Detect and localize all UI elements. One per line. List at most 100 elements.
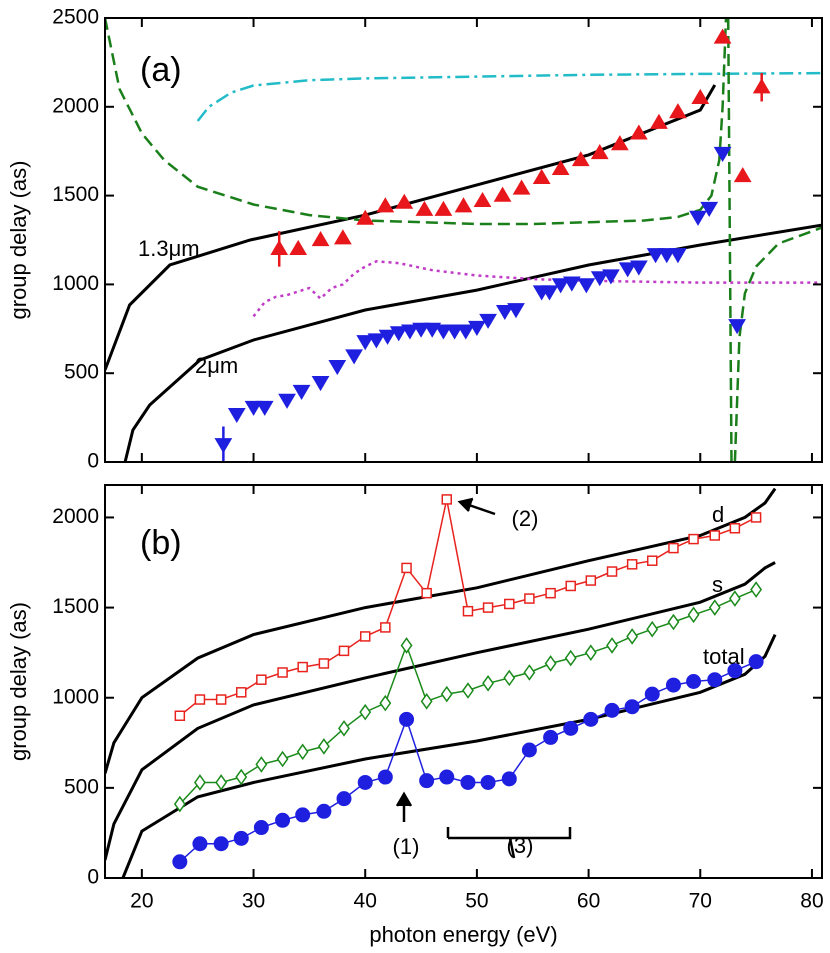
marker [604,702,620,718]
marker [606,637,618,654]
marker [700,201,719,218]
y-tick-label: 2000 [52,505,99,528]
marker [227,407,246,424]
marker [689,210,707,226]
marker [482,675,494,692]
y-tick-label: 1000 [52,272,99,295]
marker [376,197,395,213]
y-tick-label: 1000 [52,685,99,708]
marker [606,566,618,577]
x-tick-label: 80 [800,890,823,913]
marker [602,269,620,285]
marker [644,686,660,702]
marker [317,738,330,755]
panel-label: (b) [140,524,182,562]
x-tick-label: 20 [130,890,153,913]
marker [440,685,453,703]
marker [691,88,710,105]
marker [235,768,248,786]
marker [752,78,771,94]
curve-label: s [712,572,723,597]
marker [395,193,414,209]
marker [610,135,629,151]
marker [585,575,597,586]
marker [174,710,186,722]
marker [292,384,311,400]
marker [626,559,638,570]
marker [551,159,570,176]
marker [367,333,386,349]
marker [434,324,453,340]
x-tick-label: 50 [465,890,488,913]
arrow-head [395,791,413,807]
x-tick-label: 70 [689,890,712,913]
x-axis-label: photon energy (eV) [369,922,557,947]
y-tick-label: 0 [87,866,99,889]
marker [626,628,639,645]
marker [503,669,516,687]
marker [334,229,352,245]
marker [512,179,531,195]
marker [669,248,687,264]
marker [728,319,746,335]
marker [646,620,659,638]
marker [657,248,676,264]
marker [401,562,412,574]
marker [172,854,188,870]
marker [590,143,609,160]
marker [275,812,291,828]
marker [618,262,637,278]
marker [750,581,763,598]
marker [420,693,433,710]
marker [543,729,559,745]
marker [434,200,453,216]
marker [278,393,296,409]
marker [215,774,228,791]
marker [400,637,413,654]
y-tick-label: 1500 [52,183,99,206]
marker [311,231,330,247]
panel-label: (a) [140,51,182,89]
marker [624,699,640,715]
marker [460,774,476,790]
marker [456,324,475,340]
marker [311,375,330,392]
annotation: (1) [393,834,420,859]
marker [399,711,415,727]
marker [389,326,408,342]
marker [277,667,288,678]
y-tick-label: 1500 [52,595,99,618]
marker [650,113,668,129]
marker [584,644,597,661]
marker [733,167,752,183]
marker [412,322,430,338]
marker [669,103,687,119]
y-tick-label: 0 [87,450,99,473]
marker [445,324,464,340]
marker [629,124,648,140]
marker [750,512,762,523]
marker [289,239,308,255]
marker [357,774,373,790]
marker [213,836,229,852]
marker [296,743,309,761]
marker [356,209,375,225]
curve-label: 2μm [195,353,238,378]
marker [729,523,741,534]
marker [253,820,269,836]
marker [479,313,497,329]
marker [255,756,268,773]
marker [359,631,371,642]
marker [545,587,556,599]
marker [686,674,702,689]
marker [214,438,233,454]
marker [336,791,352,807]
marker [194,694,206,705]
plot-area [105,487,777,878]
marker [255,400,274,416]
marker [728,590,741,607]
marker [524,593,535,604]
marker [688,533,699,545]
marker [359,703,372,721]
